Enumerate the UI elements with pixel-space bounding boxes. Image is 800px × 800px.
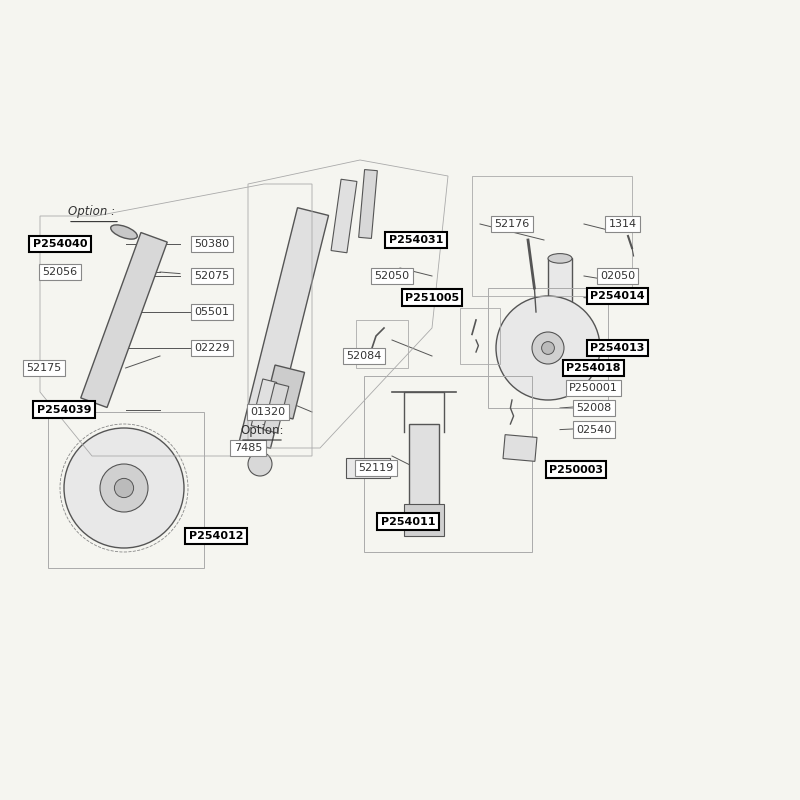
Text: P254018: P254018 — [566, 363, 621, 373]
Bar — [81, 233, 167, 407]
Text: 52008: 52008 — [576, 403, 611, 413]
Bar — [346, 458, 390, 478]
Text: 05501: 05501 — [194, 307, 230, 317]
Text: P254014: P254014 — [590, 291, 645, 301]
Text: P250003: P250003 — [549, 465, 603, 474]
Text: P254040: P254040 — [33, 239, 87, 249]
Bar — [263, 383, 289, 433]
Text: 50380: 50380 — [194, 239, 230, 249]
Text: Option :: Option : — [68, 206, 115, 218]
Bar — [548, 258, 572, 310]
Circle shape — [64, 428, 184, 548]
Circle shape — [248, 452, 272, 476]
Ellipse shape — [110, 225, 138, 239]
Bar — [409, 424, 439, 520]
Text: 7485: 7485 — [234, 443, 262, 453]
Bar — [263, 365, 305, 419]
Text: Option:: Option: — [240, 424, 283, 437]
Text: 02229: 02229 — [194, 343, 230, 353]
Text: P254013: P254013 — [590, 343, 645, 353]
Text: 02050: 02050 — [600, 271, 635, 281]
Text: 01320: 01320 — [250, 407, 286, 417]
Text: P250001: P250001 — [569, 383, 618, 393]
Text: 52119: 52119 — [358, 463, 394, 473]
Bar — [404, 504, 444, 536]
Text: 02540: 02540 — [576, 425, 611, 434]
Circle shape — [100, 464, 148, 512]
Bar — [503, 434, 537, 462]
Text: 1314: 1314 — [608, 219, 637, 229]
Text: 52050: 52050 — [374, 271, 410, 281]
Text: 52176: 52176 — [494, 219, 530, 229]
Circle shape — [496, 296, 600, 400]
Circle shape — [114, 478, 134, 498]
Text: 52075: 52075 — [194, 271, 230, 281]
Text: 52084: 52084 — [346, 351, 382, 361]
Bar — [239, 208, 329, 448]
Text: P251005: P251005 — [405, 293, 459, 302]
Bar — [251, 379, 277, 429]
Text: P254011: P254011 — [381, 517, 435, 526]
Circle shape — [542, 342, 554, 354]
Bar — [358, 170, 378, 238]
Bar — [331, 179, 357, 253]
Text: 52056: 52056 — [42, 267, 78, 277]
Circle shape — [532, 332, 564, 364]
Text: P254031: P254031 — [389, 235, 443, 245]
Text: P254039: P254039 — [37, 405, 91, 414]
Text: P254012: P254012 — [189, 531, 243, 541]
Text: 52175: 52175 — [26, 363, 62, 373]
Ellipse shape — [548, 254, 572, 263]
